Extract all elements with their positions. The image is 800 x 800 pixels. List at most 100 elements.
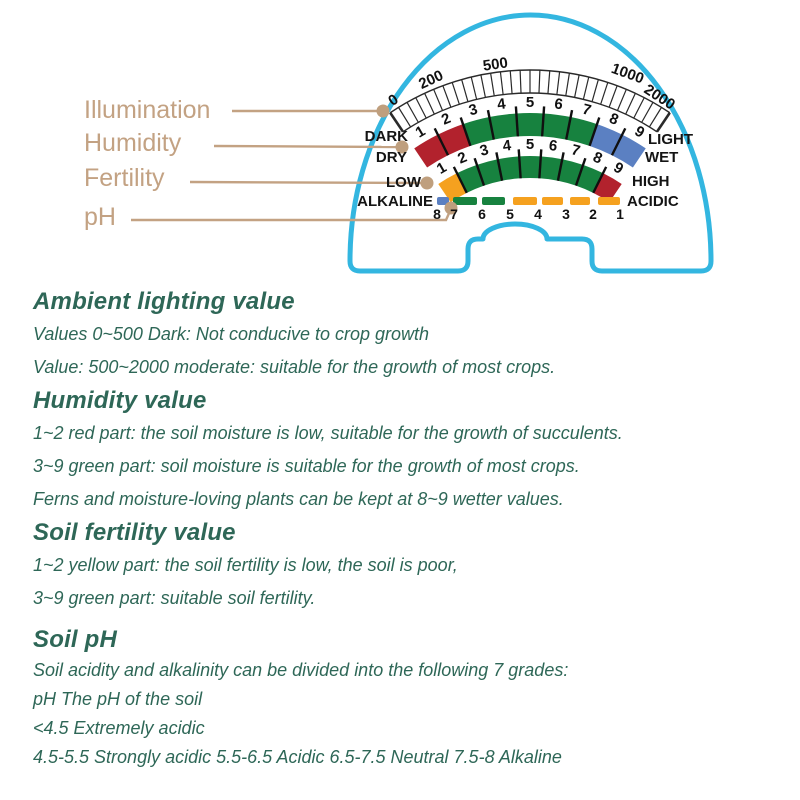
info-section: Humidity value 1~2 red part: the soil moi… [33, 384, 778, 516]
humidity-band-divider [610, 127, 627, 156]
caption-ph_scale-right: ACIDIC [627, 193, 679, 210]
section-heading: Ambient lighting value [33, 288, 295, 315]
illumination-scale-tick [406, 102, 419, 123]
fertility-band-segment [557, 159, 584, 186]
ph-scale-number: 1 [616, 206, 624, 222]
humidity-band-divider [564, 109, 574, 140]
info-section: Ambient lighting value Values 0~500 Dark:… [33, 285, 778, 384]
humidity-scale-number: 5 [526, 94, 534, 111]
humidity-band-segment [542, 113, 571, 140]
section-line: Values 0~500 Dark: Not conducive to crop… [33, 324, 430, 344]
humidity-band-segment [516, 113, 544, 137]
humidity-band-segment [414, 134, 449, 168]
section-line: <4.5 Extremely acidic [33, 718, 205, 738]
fertility-band-segment [476, 159, 503, 186]
illumination-scale-tick [582, 76, 590, 100]
caption-fertility_scale-right: HIGH [632, 173, 670, 190]
leader-line-fertility [189, 180, 422, 185]
humidity-band-divider [459, 117, 472, 147]
ph-scale-dash [598, 197, 620, 205]
humidity-band-segment [437, 124, 471, 156]
humidity-band-divider [486, 109, 496, 140]
ph-scale-number: 5 [506, 206, 514, 222]
ph-scale-number: 4 [534, 206, 542, 222]
fertility-band-divider [592, 166, 608, 194]
illumination-scale-tick [509, 70, 513, 94]
fertility-band-divider [574, 157, 587, 187]
illumination-scale-tick [591, 79, 599, 102]
meter-label-illumination: Illumination [84, 96, 211, 124]
leader-dot-illumination [376, 104, 390, 118]
illumination-scale-tick [389, 112, 405, 133]
illumination-scale-tick [415, 97, 427, 119]
leader-dot-fertility [420, 176, 434, 190]
caption-illumination_scale-left: DARK [365, 128, 408, 145]
info-section: Soil fertility value 1~2 yellow part: the… [33, 516, 778, 615]
humidity-band-segment [462, 117, 494, 146]
ph-scale-number: 2 [589, 206, 597, 222]
section-line: 1~2 red part: the soil moisture is low, … [33, 423, 623, 443]
illumination-scale-tick [600, 82, 609, 105]
meter-label-ph: pH [84, 203, 116, 231]
caption-ph_scale-left: ALKALINE [357, 193, 433, 210]
humidity-band-segment [611, 134, 646, 168]
humidity-band-divider [588, 117, 601, 147]
section-line: Soil acidity and alkalinity can be divid… [33, 660, 569, 680]
illumination-scale-tick [655, 112, 671, 133]
ph-scale-number: 6 [478, 206, 486, 222]
fertility-scale-number: 5 [526, 136, 534, 153]
section-line: Value: 500~2000 moderate: suitable for t… [33, 357, 556, 377]
ph-scale-dash [570, 197, 590, 205]
humidity-scale-number: 6 [553, 95, 564, 113]
humidity-band-divider [514, 106, 520, 137]
leader-dot-ph [444, 201, 458, 215]
illumination-scale-tick [451, 82, 460, 105]
illumination-scale-tick [480, 74, 486, 98]
caption-illumination_scale-right: LIGHT [648, 131, 693, 148]
illumination-scale-tick [556, 71, 561, 95]
fertility-band-segment [519, 156, 541, 179]
info-section: Soil pH Soil acidity and alkalinity can b… [33, 623, 778, 772]
illumination-scale-tick [424, 93, 435, 115]
illumination-scale-tick [608, 85, 618, 108]
humidity-band-segment [489, 113, 518, 140]
illumination-scale-tick [470, 76, 478, 100]
ph-scale-number: 7 [450, 206, 458, 222]
illumination-scale-tick [547, 70, 551, 94]
caption-humidity_scale-right: WET [645, 149, 678, 166]
section-line: 3~9 green part: suitable soil fertility. [33, 588, 316, 608]
illumination-scale-tick [641, 102, 654, 123]
illumination-scale-tick [461, 79, 469, 102]
humidity-band-segment [566, 117, 598, 146]
illumination-scale-number: 500 [482, 54, 509, 74]
illumination-scale-tick [616, 89, 627, 111]
humidity-scale-number: 4 [496, 95, 507, 113]
ph-scale-number: 3 [562, 206, 570, 222]
humidity-band-divider [433, 127, 450, 156]
illumination-scale-tick [490, 73, 495, 96]
ph-scale-dash [482, 197, 505, 205]
illumination-scale-tick [538, 70, 541, 94]
fertility-band-divider [538, 149, 543, 179]
leader-line-humidity [213, 144, 399, 149]
section-heading: Soil pH [33, 626, 118, 653]
illumination-scale-tick [433, 89, 444, 111]
section-line: 1~2 yellow part: the soil fertility is l… [33, 555, 458, 575]
meter-label-fertility: Fertility [84, 164, 165, 192]
section-heading: Soil fertility value [33, 519, 236, 546]
meter-body-outline [347, 12, 714, 274]
fertility-band-segment [497, 156, 521, 181]
fertility-band-divider [556, 152, 565, 182]
fertility-band-divider [452, 166, 468, 194]
illumination-scale-tick [648, 107, 663, 128]
illumination-scale-tick [397, 107, 412, 128]
section-heading: Humidity value [33, 387, 207, 414]
ph-scale-dash [542, 197, 563, 205]
section-line: 4.5-5.5 Strongly acidic 5.5-6.5 Acidic 6… [33, 747, 562, 767]
illumination-scale-tick [625, 93, 636, 115]
fertility-band-divider [473, 157, 486, 187]
illumination-scale-tick [633, 97, 645, 119]
ph-scale-number: 8 [433, 206, 441, 222]
humidity-band-segment [589, 124, 623, 156]
